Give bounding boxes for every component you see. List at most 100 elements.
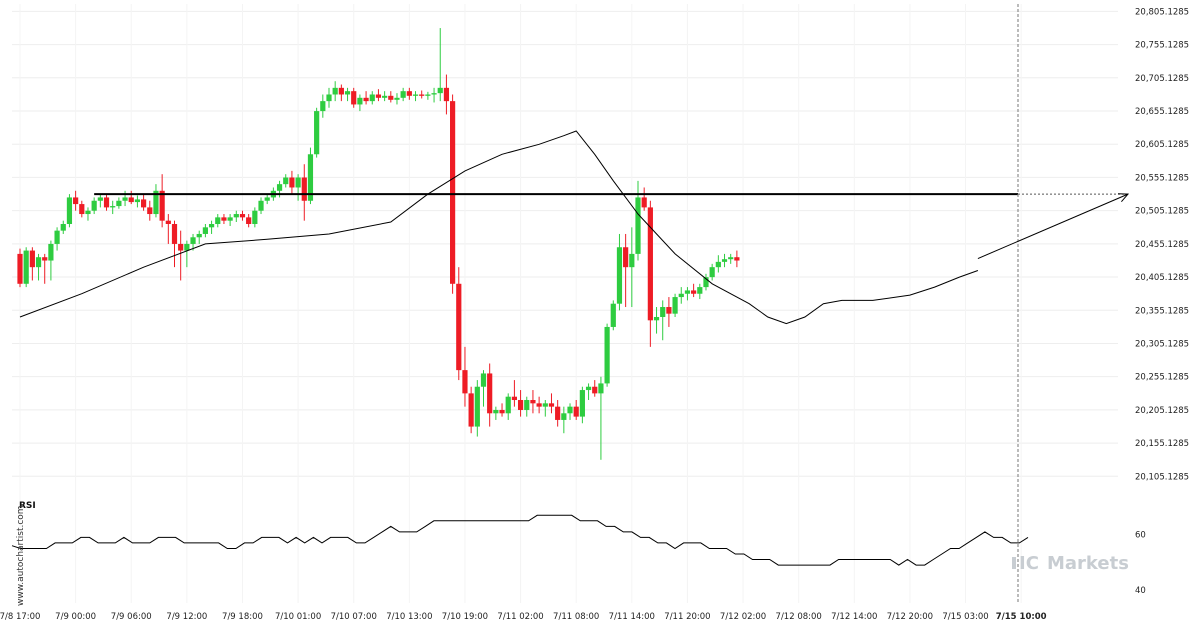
candle <box>320 94 326 118</box>
candle <box>610 300 616 331</box>
candle <box>734 250 740 268</box>
candle <box>412 91 419 102</box>
candle <box>555 400 561 427</box>
candle-body-down <box>456 283 462 371</box>
candle-body-up <box>196 233 202 238</box>
candle-body-up <box>697 287 703 294</box>
candle <box>443 74 450 115</box>
candle-body-down <box>443 87 450 102</box>
candle <box>48 240 54 281</box>
x-tick-label: 7/12 14:00 <box>831 612 877 622</box>
candle-body-down <box>165 220 171 225</box>
candle <box>42 253 48 284</box>
candle-body-down <box>221 217 227 221</box>
candle-body-up <box>412 94 419 96</box>
candle <box>35 253 42 281</box>
candle <box>536 396 542 414</box>
candle <box>394 93 400 105</box>
candle-body-up <box>728 257 734 260</box>
candle <box>474 380 480 437</box>
candle <box>208 220 215 234</box>
candle <box>548 393 555 414</box>
candle-body-up <box>493 409 499 414</box>
candle <box>647 200 653 347</box>
candle <box>456 267 462 381</box>
y-tick-label: 20,505.1285 <box>1135 207 1189 217</box>
candle-body-down <box>239 214 246 218</box>
candle <box>604 323 610 387</box>
x-tick-label: 7/10 19:00 <box>442 612 488 622</box>
x-tick-label: 7/10 01:00 <box>275 612 321 622</box>
candle <box>697 283 703 300</box>
candle-body-down <box>171 224 178 244</box>
candle-body-down <box>29 250 35 268</box>
y-tick-label: 20,705.1285 <box>1135 74 1189 84</box>
x-tick-label: 7/9 06:00 <box>111 612 152 622</box>
grid <box>12 4 1118 603</box>
candle-body-up <box>684 290 691 294</box>
candle-body-up <box>721 259 728 262</box>
candle <box>419 90 425 99</box>
y-tick-label: 20,105.1285 <box>1135 472 1189 482</box>
candle-body-up <box>653 316 660 321</box>
candle-body-up <box>437 87 443 94</box>
x-tick-label: 7/10 13:00 <box>386 612 432 622</box>
candle <box>678 287 684 304</box>
candle-body-up <box>202 227 208 234</box>
candle-body-down <box>536 403 542 407</box>
candle-body-up <box>215 217 221 225</box>
candle <box>511 380 517 407</box>
candle-body-up <box>629 253 635 268</box>
candle-body-up <box>474 386 480 427</box>
candle-body-down <box>641 197 647 208</box>
candle-body-up <box>542 403 548 407</box>
x-tick-label: 7/11 20:00 <box>664 612 710 622</box>
candle <box>660 300 666 341</box>
candle-body-up <box>208 224 215 228</box>
candle-body-up <box>295 177 301 188</box>
candles <box>17 28 740 460</box>
candle <box>196 230 202 244</box>
rsi-label: RSI <box>19 501 36 511</box>
candle-body-down <box>592 386 598 394</box>
candle-body-up <box>97 197 103 201</box>
candle <box>165 214 171 244</box>
candle <box>715 255 721 273</box>
candle-body-up <box>320 101 326 112</box>
candle-body-down <box>647 207 653 321</box>
candle-body-up <box>598 383 604 394</box>
candle <box>573 400 579 420</box>
candle-body-up <box>394 97 400 100</box>
candle-body-up <box>715 261 721 268</box>
candle-body-down <box>73 197 79 205</box>
candle <box>66 194 73 228</box>
candle-body-up <box>635 197 641 254</box>
candle <box>17 248 23 288</box>
forecast-arrow-head <box>1117 193 1130 203</box>
candle <box>60 220 66 234</box>
y-tick-label: 20,305.1285 <box>1135 339 1189 349</box>
candle-body-up <box>110 206 116 208</box>
watermark: www.autochartist.com <box>16 505 26 606</box>
candle-body-down <box>388 95 394 100</box>
candle <box>332 81 338 102</box>
candle-body-up <box>66 197 73 225</box>
candle <box>227 214 233 226</box>
candle <box>703 273 709 291</box>
candle-body-down <box>548 403 555 407</box>
candle-body-up <box>233 214 239 218</box>
candle <box>728 253 734 264</box>
candle <box>73 190 79 211</box>
candle <box>425 91 431 100</box>
candle-body-down <box>691 290 697 294</box>
candle-body-up <box>616 247 623 304</box>
candle <box>190 233 196 251</box>
x-tick-label: 7/15 10:00 <box>996 612 1047 622</box>
candle-body-down <box>419 94 425 96</box>
candle-body-up <box>672 297 678 314</box>
candle <box>616 233 623 311</box>
candle-body-down <box>487 373 493 414</box>
rsi-tick-label: 40 <box>1135 586 1146 596</box>
y-tick-label: 20,255.1285 <box>1135 373 1189 383</box>
